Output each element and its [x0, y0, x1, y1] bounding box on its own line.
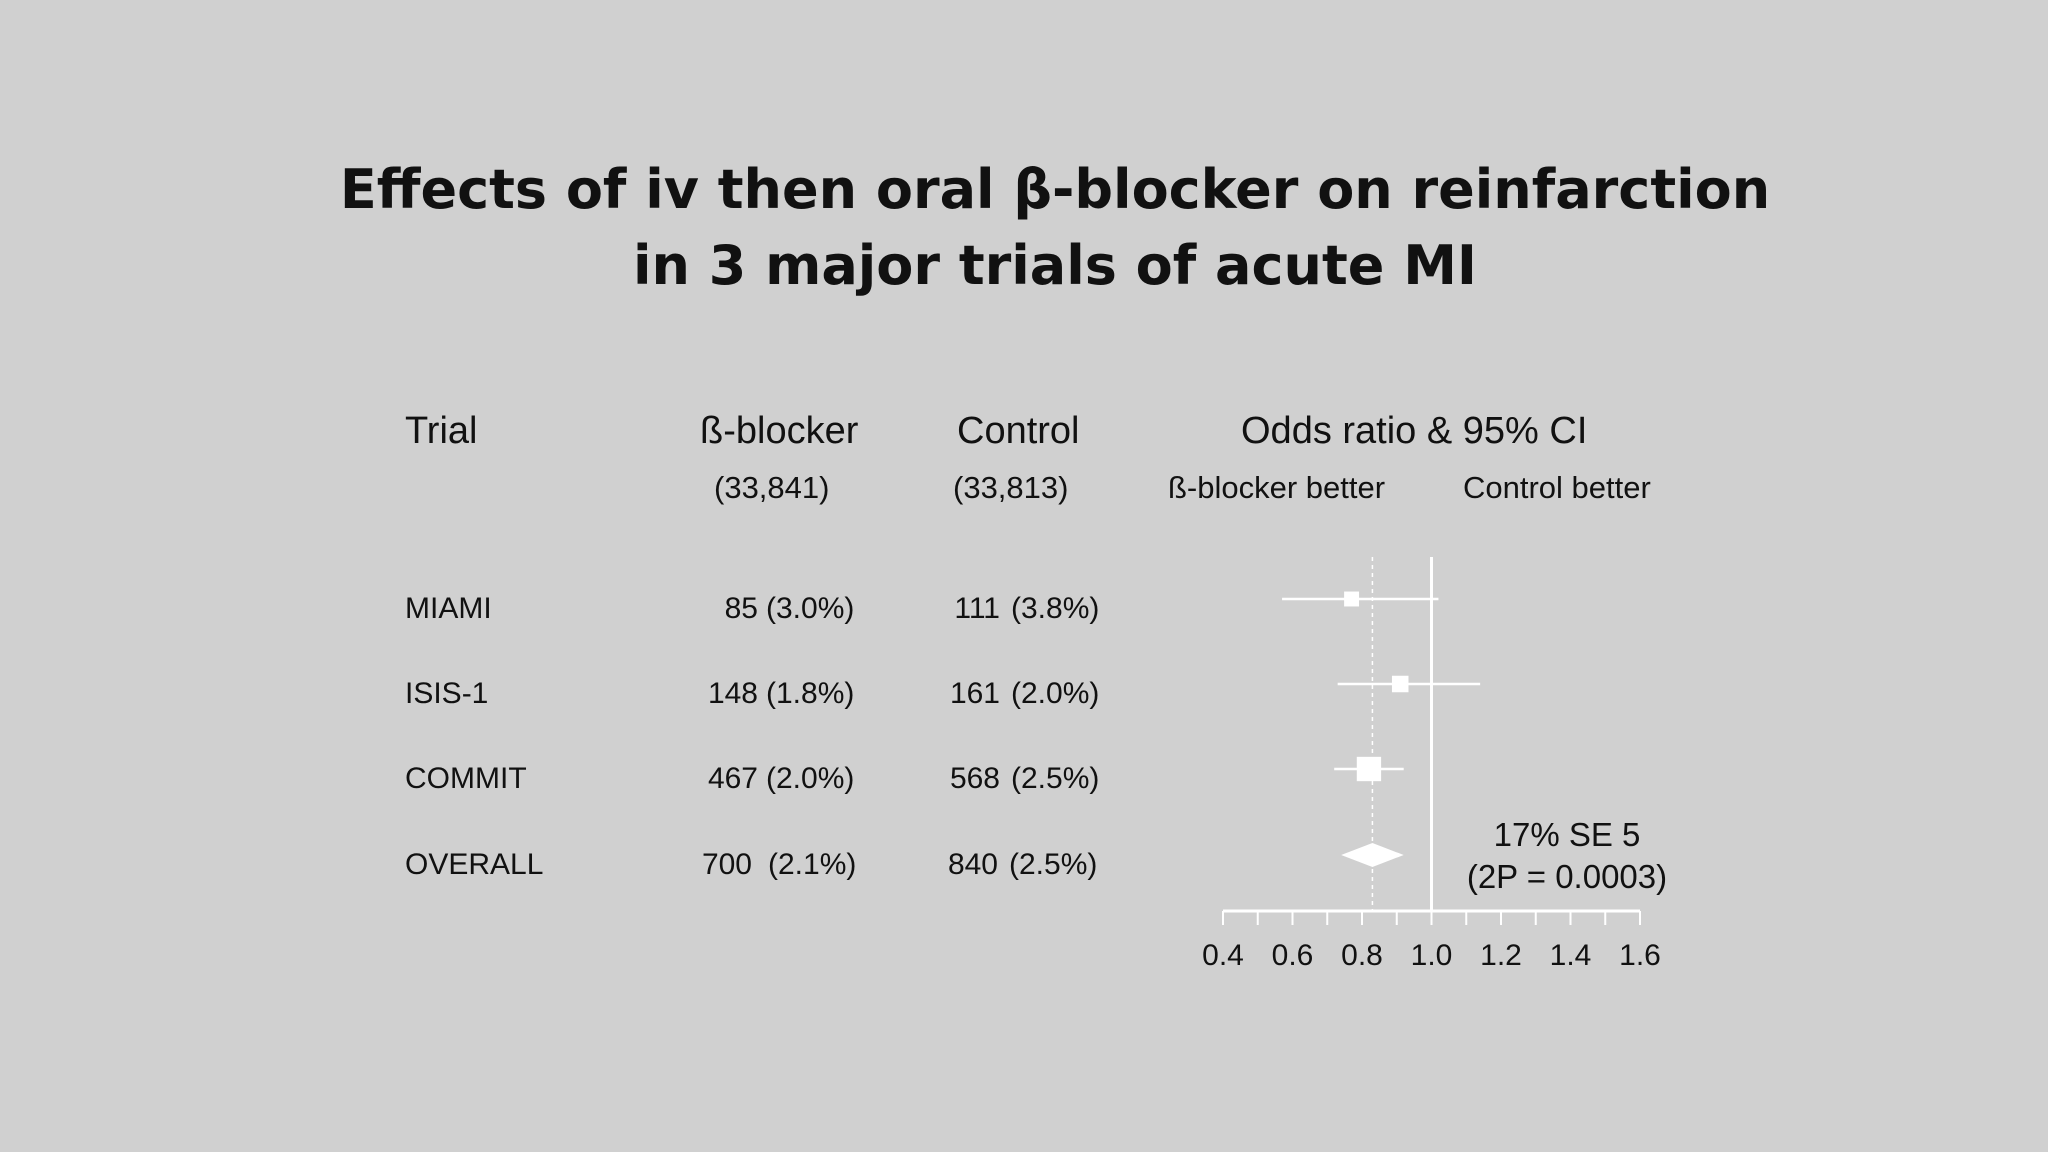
control-pct: (3.8%) — [1011, 592, 1100, 625]
x-tick-label: 1.2 — [1480, 939, 1522, 972]
control-pct: (2.0%) — [1011, 677, 1100, 710]
control-events: 840 — [947, 848, 998, 881]
trial-name: MIAMI — [405, 592, 492, 625]
header-odds-ratio: Odds ratio & 95% CI — [1241, 410, 1588, 452]
beta-events: 700 — [701, 848, 752, 881]
beta-events: 148 — [707, 677, 758, 710]
control-pct: (2.5%) — [1011, 762, 1100, 795]
header-trial: Trial — [405, 410, 478, 452]
point-estimate — [1356, 756, 1382, 782]
header-control: Control — [957, 410, 1080, 452]
beta-pct: (2.0%) — [766, 762, 855, 795]
summary-p-value: (2P = 0.0003) — [1466, 858, 1668, 895]
control-n: (33,813) — [953, 470, 1069, 505]
x-tick-label: 1.6 — [1619, 939, 1661, 972]
x-tick-label: 0.4 — [1202, 939, 1244, 972]
point-estimate — [1344, 591, 1360, 607]
trial-name: COMMIT — [405, 762, 527, 795]
control-events: 568 — [949, 762, 1000, 795]
beta-pct: (3.0%) — [766, 592, 855, 625]
chart-title-line1: Effects of iv then oral β-blocker on rei… — [339, 158, 1771, 221]
beta-events: 85 — [724, 592, 758, 625]
trial-name: ISIS-1 — [405, 677, 489, 710]
beta-better-label: ß-blocker better — [1168, 470, 1386, 505]
beta-events: 467 — [707, 762, 758, 795]
control-events: 111 — [954, 592, 1000, 625]
x-tick-label: 1.0 — [1411, 939, 1453, 972]
control-pct: (2.5%) — [1009, 848, 1098, 881]
header-beta-blocker: ß-blocker — [700, 410, 859, 452]
overall-diamond — [1341, 843, 1404, 867]
summary-effect: 17% SE 5 — [1493, 816, 1641, 853]
beta-pct: (2.1%) — [768, 848, 857, 881]
control-events: 161 — [949, 677, 1000, 710]
chart-title-line2: in 3 major trials of acute MI — [632, 234, 1478, 297]
control-better-label: Control better — [1463, 470, 1651, 505]
beta-n: (33,841) — [714, 470, 830, 505]
beta-pct: (1.8%) — [766, 677, 855, 710]
x-tick-label: 0.8 — [1341, 939, 1383, 972]
trial-name: OVERALL — [405, 848, 544, 881]
x-tick-label: 1.4 — [1550, 939, 1592, 972]
point-estimate — [1391, 675, 1409, 693]
x-tick-label: 0.6 — [1272, 939, 1314, 972]
